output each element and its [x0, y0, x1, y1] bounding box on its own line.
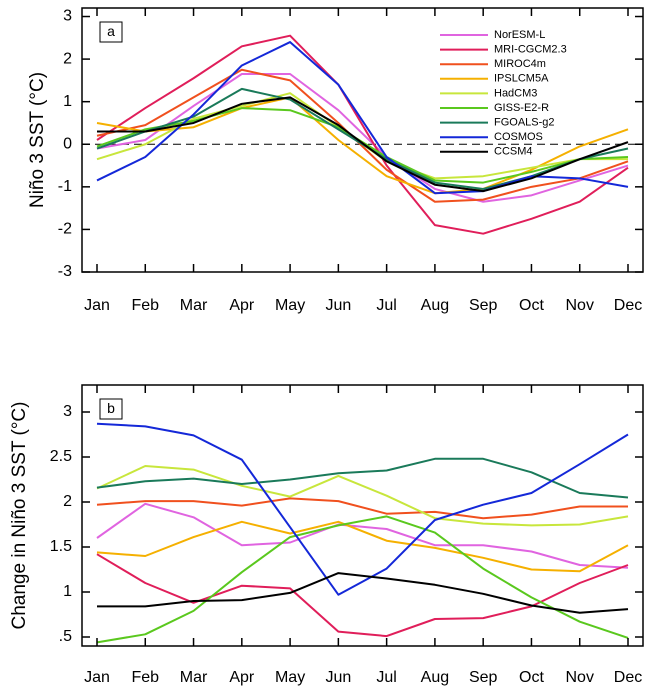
x-tick-label: Feb [131, 297, 159, 314]
x-tick-label: Apr [229, 297, 255, 314]
series-line [96, 515, 629, 644]
y-tick-label: 2.5 [50, 448, 72, 465]
x-tick-label: Mar [180, 669, 208, 686]
series-line [96, 520, 629, 573]
plot-frame [81, 7, 644, 273]
x-tick-label: Mar [180, 297, 208, 314]
y-tick-label: 0 [63, 135, 72, 152]
y-axis-label: Change in Niño 3 SST (°C) [9, 402, 30, 630]
x-tick-label: Dec [614, 669, 642, 686]
x-tick-label: Jul [376, 669, 396, 686]
series-line [96, 41, 629, 195]
y-tick-label: 3 [63, 403, 72, 420]
y-tick-label: 1 [63, 93, 72, 110]
x-tick-label: Jun [325, 669, 351, 686]
series-line [96, 73, 629, 203]
legend-label: HadCM3 [494, 87, 537, 99]
x-tick-label: Sep [469, 669, 498, 686]
y-tick-label: 1 [63, 583, 72, 600]
y-tick-label: 2 [63, 50, 72, 67]
x-tick-label: Aug [421, 297, 449, 314]
x-tick-label: Sep [469, 297, 498, 314]
x-tick-label: Nov [566, 669, 594, 686]
x-tick-label: Apr [229, 669, 255, 686]
legend-label: CCSM4 [494, 146, 533, 158]
panel-label: b [107, 400, 115, 416]
y-tick-label: 2 [63, 493, 72, 510]
series-line [96, 34, 629, 235]
legend-label: IPSLCM5A [494, 73, 549, 85]
x-tick-label: Nov [566, 297, 594, 314]
y-tick-label: 3 [63, 8, 72, 25]
panel-label-box [99, 398, 123, 420]
legend-label: COSMOS [494, 131, 543, 143]
legend-label: NorESM-L [494, 29, 545, 41]
x-tick-label: Feb [131, 669, 159, 686]
x-tick-label: Jan [84, 669, 110, 686]
y-tick-label: -1 [58, 178, 72, 195]
series-line [96, 502, 629, 569]
x-tick-label: Aug [421, 669, 449, 686]
x-tick-label: May [275, 669, 305, 686]
panel-label: a [107, 23, 115, 39]
series-line [96, 457, 629, 499]
x-tick-label: Jul [376, 297, 396, 314]
x-tick-label: Oct [519, 297, 544, 314]
y-tick-label: -3 [58, 263, 72, 280]
x-tick-label: May [275, 297, 305, 314]
x-tick-label: Jan [84, 297, 110, 314]
legend-label: MRI-CGCM2.3 [494, 44, 567, 56]
y-tick-label: -2 [58, 221, 72, 238]
legend-label: GISS-E2-R [494, 102, 549, 114]
series-line [96, 465, 629, 527]
plot-frame [81, 384, 644, 647]
series-line [96, 422, 629, 596]
series-line [96, 497, 628, 520]
series-line [96, 68, 629, 203]
panel-label-box [99, 21, 123, 43]
legend-label: MIROC4m [494, 58, 546, 70]
x-tick-label: Oct [519, 669, 544, 686]
y-tick-label: .5 [59, 628, 72, 645]
y-axis-label: Niño 3 SST (°C) [27, 72, 48, 208]
series-line [97, 572, 629, 614]
series-line [96, 553, 629, 638]
x-tick-label: Dec [614, 297, 642, 314]
y-tick-label: 1.5 [50, 538, 72, 555]
series-line [97, 96, 629, 193]
x-tick-label: Jun [325, 297, 351, 314]
legend-label: FGOALS-g2 [494, 117, 555, 129]
